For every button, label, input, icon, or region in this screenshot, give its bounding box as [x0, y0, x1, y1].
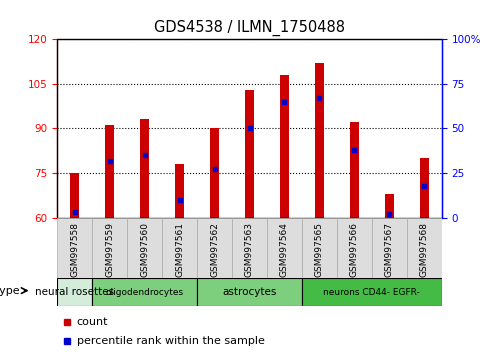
- Bar: [350, 122, 359, 218]
- Text: GSM997563: GSM997563: [245, 222, 254, 277]
- Text: GSM997566: GSM997566: [350, 222, 359, 277]
- Bar: [385, 194, 394, 218]
- Text: neural rosettes: neural rosettes: [35, 287, 114, 297]
- Bar: [337, 218, 372, 278]
- Bar: [315, 63, 324, 218]
- Bar: [92, 278, 197, 306]
- Bar: [267, 218, 302, 278]
- Text: cell type: cell type: [0, 286, 20, 296]
- Text: GSM997562: GSM997562: [210, 222, 219, 277]
- Bar: [162, 218, 197, 278]
- Bar: [420, 158, 429, 218]
- Bar: [140, 119, 149, 218]
- Bar: [197, 218, 232, 278]
- Text: GSM997567: GSM997567: [385, 222, 394, 277]
- Bar: [302, 278, 442, 306]
- Text: oligodendrocytes: oligodendrocytes: [106, 287, 184, 297]
- Text: GSM997559: GSM997559: [105, 222, 114, 277]
- Bar: [210, 129, 219, 218]
- Bar: [407, 218, 442, 278]
- Text: GSM997568: GSM997568: [420, 222, 429, 277]
- Text: astrocytes: astrocytes: [223, 287, 276, 297]
- Bar: [280, 75, 289, 218]
- Bar: [175, 164, 184, 218]
- Bar: [302, 218, 337, 278]
- Title: GDS4538 / ILMN_1750488: GDS4538 / ILMN_1750488: [154, 20, 345, 36]
- Text: percentile rank within the sample: percentile rank within the sample: [77, 336, 264, 346]
- Text: GSM997565: GSM997565: [315, 222, 324, 277]
- Text: neurons CD44- EGFR-: neurons CD44- EGFR-: [323, 287, 420, 297]
- Bar: [57, 39, 442, 218]
- Bar: [127, 218, 162, 278]
- Bar: [245, 90, 254, 218]
- Bar: [92, 218, 127, 278]
- Bar: [372, 218, 407, 278]
- Text: GSM997558: GSM997558: [70, 222, 79, 277]
- Bar: [232, 218, 267, 278]
- Bar: [57, 278, 92, 306]
- Text: GSM997560: GSM997560: [140, 222, 149, 277]
- Text: count: count: [77, 318, 108, 327]
- Bar: [105, 125, 114, 218]
- Bar: [197, 278, 302, 306]
- Text: GSM997561: GSM997561: [175, 222, 184, 277]
- Bar: [70, 173, 79, 218]
- Bar: [57, 218, 92, 278]
- Text: GSM997564: GSM997564: [280, 222, 289, 277]
